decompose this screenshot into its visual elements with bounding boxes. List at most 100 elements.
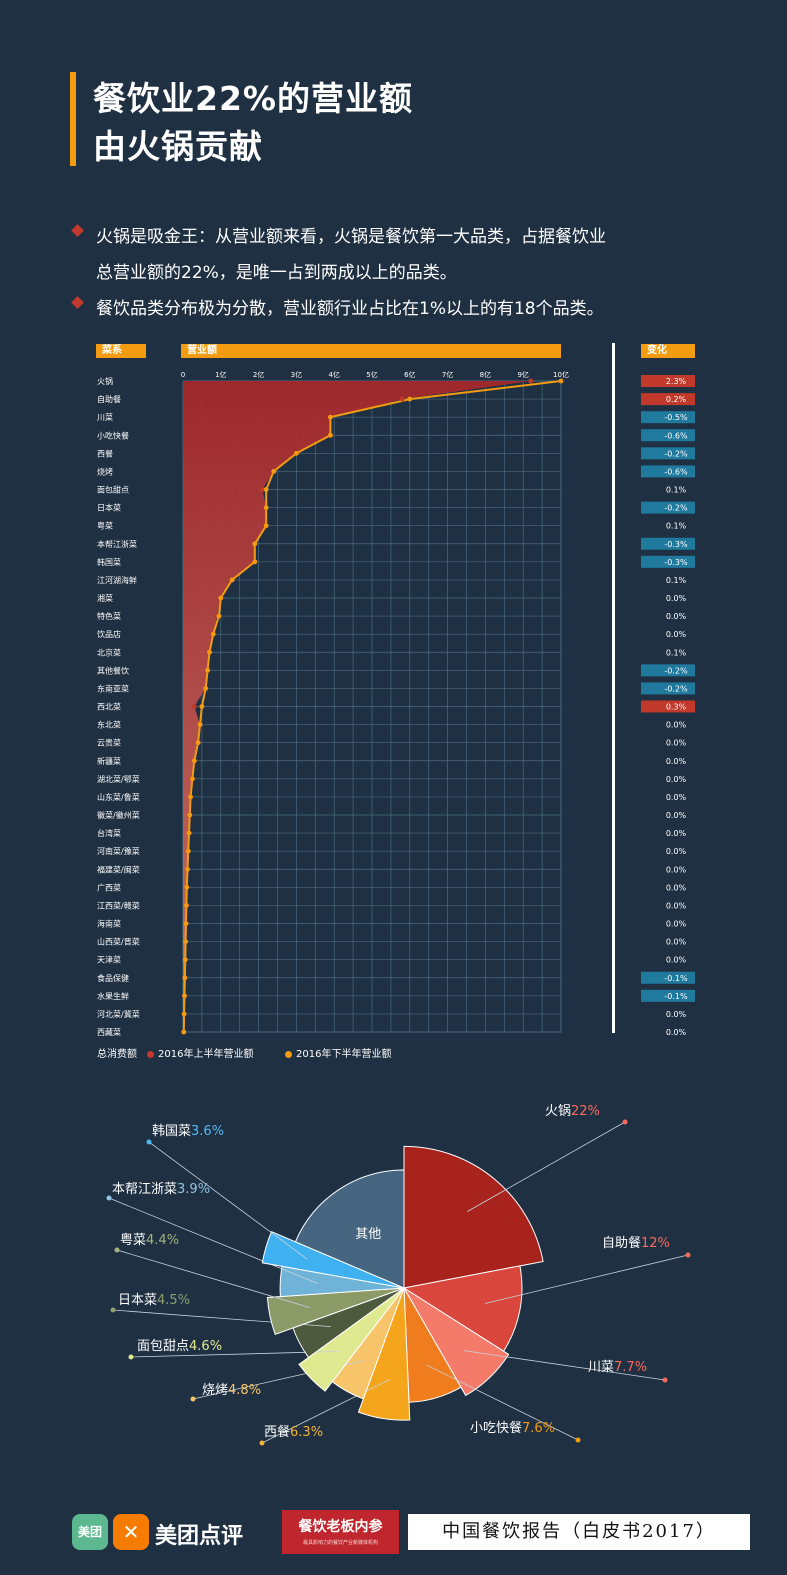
category-label: 新疆菜	[97, 756, 121, 766]
leader-dot	[622, 1119, 628, 1125]
change-box	[641, 555, 695, 568]
change-value: 0.0%	[666, 739, 687, 748]
paragraph-1-line1: 火锅是吸金王：从营业额来看，火锅是餐饮第一大品类，占据餐饮业	[96, 227, 606, 247]
point-h1	[191, 704, 197, 709]
slice-label-value: 4.6%	[189, 1339, 222, 1354]
dianping-logo: ✕	[113, 1514, 149, 1550]
vertical-divider	[612, 343, 615, 1033]
category-label: 北京菜	[97, 647, 121, 657]
pie-slice	[261, 1231, 405, 1289]
point-h2	[216, 613, 222, 619]
point-h2	[184, 903, 189, 908]
point-h2	[207, 649, 212, 655]
paragraph-2-line1: 餐饮品类分布极为分散，营业额行业占比在1%以上的有18个品类。	[96, 299, 604, 319]
leader-dot	[190, 1396, 196, 1402]
pie-slice	[357, 1287, 411, 1421]
change-value: 0.0%	[666, 811, 687, 820]
category-label: 江河湖海鲜	[97, 575, 137, 585]
x-tick-label: 10亿	[553, 370, 569, 379]
leader-line	[116, 1249, 311, 1309]
change-value: 0.0%	[666, 757, 687, 766]
change-value: -0.2%	[664, 666, 688, 675]
point-h2	[218, 595, 224, 601]
category-label: 台湾菜	[97, 828, 121, 838]
category-label: 其他餐饮	[97, 665, 129, 675]
slice-label: 日本菜4.5%	[118, 1293, 190, 1308]
change-value: 0.2%	[666, 395, 687, 404]
leader-dot	[685, 1252, 691, 1258]
point-h2	[205, 667, 210, 673]
point-h2	[181, 1011, 187, 1017]
category-label: 本帮江浙菜	[97, 539, 137, 549]
point-h2	[187, 812, 193, 818]
category-label: 天津菜	[97, 955, 121, 965]
leader-line	[108, 1197, 318, 1284]
point-h2	[294, 450, 299, 456]
category-label: 山西菜/晋菜	[97, 937, 140, 947]
category-label: 自助餐	[97, 394, 121, 404]
change-value: -0.6%	[664, 467, 688, 476]
header-category: 菜系	[96, 344, 146, 358]
leader-dot	[106, 1195, 112, 1201]
change-value: 0.0%	[666, 1010, 687, 1019]
change-value: 0.1%	[666, 648, 687, 657]
x-tick-label: 0	[181, 371, 185, 379]
paragraph-1-line2: 总营业额的22%，是唯一占到两成以上的品类。	[96, 263, 457, 283]
partner-logo: 餐饮老板内参 最具影响力的餐饮产业新媒体机构	[282, 1510, 399, 1554]
point-h1	[528, 378, 534, 384]
change-box	[641, 447, 695, 460]
leader-line	[261, 1379, 390, 1444]
leader-dot	[110, 1307, 116, 1313]
slice-label-value: 7.7%	[614, 1360, 647, 1375]
category-label: 湘菜	[97, 593, 113, 603]
report-title: 中国餐饮报告（白皮书2017）	[408, 1514, 750, 1550]
brand-name: 美团点评	[155, 1524, 244, 1549]
slice-label-name: 日本菜	[118, 1293, 157, 1308]
slice-label-other: 其他	[355, 1227, 381, 1242]
leader-dot	[259, 1440, 265, 1446]
change-value: 2.3%	[666, 377, 687, 386]
change-value: 0.0%	[666, 793, 687, 802]
pie-slice	[402, 1265, 523, 1352]
slice-label-name: 小吃快餐	[470, 1420, 522, 1436]
slice-label-name: 粤菜	[120, 1232, 146, 1248]
slice-label-name: 面包甜点	[137, 1338, 189, 1354]
header-revenue: 营业额	[181, 344, 561, 358]
leader-line	[463, 1350, 666, 1381]
category-label: 西北菜	[97, 702, 121, 712]
leader-dot	[114, 1247, 120, 1253]
category-label: 西藏菜	[97, 1027, 121, 1037]
category-label: 特色菜	[97, 611, 121, 621]
category-label: 日本菜	[97, 503, 121, 513]
point-h2	[190, 776, 195, 782]
slice-label-value: 4.4%	[146, 1233, 179, 1248]
area-series-h1	[183, 381, 531, 1032]
x-tick-label: 3亿	[291, 370, 302, 379]
change-value: 0.0%	[666, 829, 687, 838]
point-h2	[185, 866, 190, 872]
point-h2	[197, 722, 203, 727]
change-value: -0.5%	[664, 413, 688, 422]
point-h2	[188, 794, 193, 800]
slice-label-name: 韩国菜	[152, 1124, 191, 1139]
x-tick-label: 5亿	[366, 370, 377, 379]
point-h2	[328, 414, 333, 420]
change-value: 0.0%	[666, 956, 687, 965]
category-label: 烧烤	[97, 466, 113, 476]
point-h2	[182, 975, 188, 981]
change-value: 0.3%	[666, 703, 687, 712]
point-h2	[199, 704, 205, 709]
slice-label: 小吃快餐7.6%	[470, 1420, 555, 1436]
pie-slice	[403, 1287, 510, 1397]
change-box	[641, 393, 695, 406]
point-h2	[182, 993, 187, 999]
slice-label-value: 3.6%	[191, 1124, 224, 1139]
category-label: 徽菜/徽州菜	[97, 810, 140, 820]
point-h2	[203, 686, 209, 691]
leader-dot	[128, 1354, 134, 1360]
slice-label: 面包甜点4.6%	[137, 1338, 222, 1354]
change-value: -0.3%	[664, 558, 688, 567]
point-h2	[184, 884, 190, 890]
change-box	[641, 989, 695, 1002]
slice-label: 火锅22%	[545, 1103, 600, 1119]
